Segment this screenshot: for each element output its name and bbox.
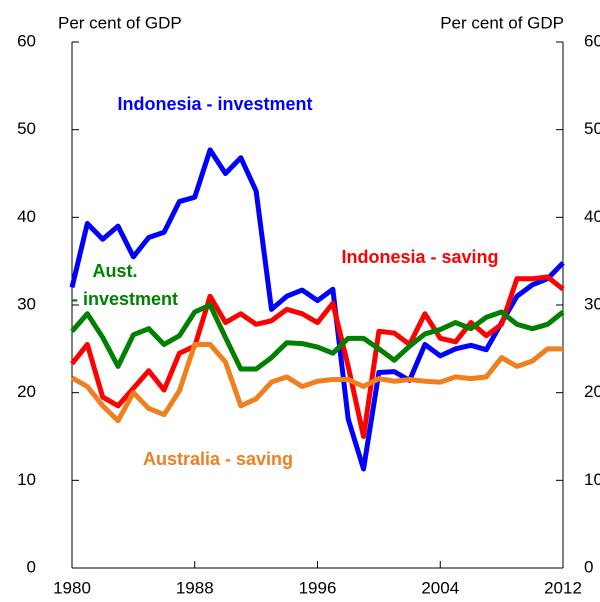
x-tick-label: 1996 <box>299 578 337 597</box>
annotation: Aust. <box>93 261 138 281</box>
series-line <box>70 274 565 439</box>
y2-tick-label: 10 <box>584 470 600 489</box>
y-tick-label: 40 <box>17 207 36 226</box>
y2-tick-label: 30 <box>584 294 600 313</box>
x-tick-label: 2012 <box>544 578 582 597</box>
annotation: - investment <box>72 289 178 309</box>
y2-axis-label: Per cent of GDP <box>440 13 564 32</box>
series-line <box>69 147 565 472</box>
annotation: Australia - saving <box>143 449 293 469</box>
y2-tick-label: 40 <box>584 207 600 226</box>
y2-tick-label: 20 <box>584 382 600 401</box>
x-tick-label: 1988 <box>176 578 214 597</box>
y2-tick-label: 60 <box>584 31 600 50</box>
annotation: Indonesia - investment <box>117 94 312 114</box>
y2-tick-label: 50 <box>584 119 600 138</box>
y-tick-label: 50 <box>17 119 36 138</box>
x-tick-label: 2004 <box>421 578 459 597</box>
y-tick-label: 60 <box>17 31 36 50</box>
y-tick-label: 10 <box>17 470 36 489</box>
y-tick-label: 0 <box>27 557 36 576</box>
y2-tick-label: 0 <box>584 557 593 576</box>
x-tick-label: 1980 <box>53 578 91 597</box>
y-tick-label: 30 <box>17 294 36 313</box>
y-axis-label: Per cent of GDP <box>58 13 182 32</box>
series-line <box>70 341 563 424</box>
y-tick-label: 20 <box>17 382 36 401</box>
annotation: Indonesia - saving <box>341 247 498 267</box>
series-line <box>70 302 565 372</box>
